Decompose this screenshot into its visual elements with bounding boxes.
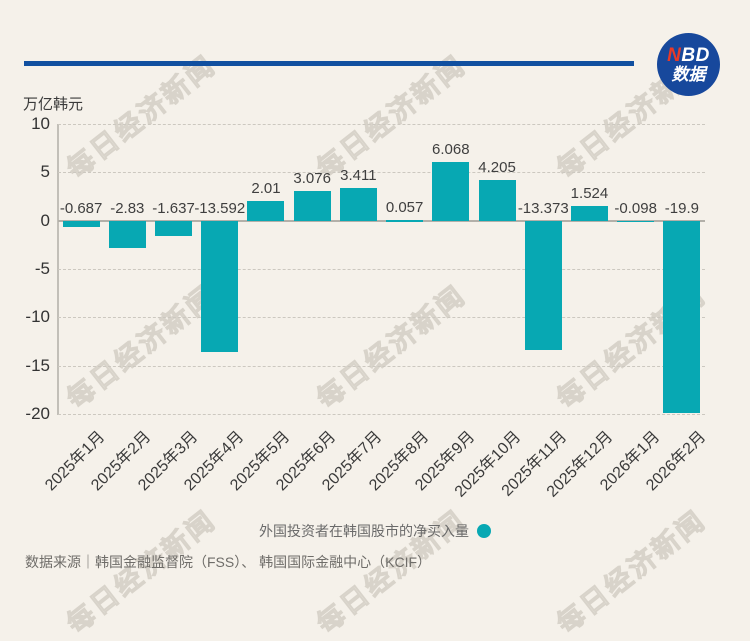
bar (570, 205, 608, 221)
bar (524, 220, 562, 350)
nbd-logo: NBD 数据 (657, 33, 720, 96)
bar-value-label: -1.637 (152, 199, 195, 217)
bar (386, 220, 424, 222)
bar-value-label: 6.068 (432, 141, 470, 158)
bar (201, 220, 239, 353)
bar-value-label: -0.098 (614, 199, 657, 217)
infographic-canvas: 每日经济新闻 每日经济新闻 每日经济新闻 每日经济新闻 每日经济新闻 每日经济新闻 每日经济… (0, 33, 750, 640)
legend-label: 外国投资者在韩国股市的净买入量 (259, 523, 469, 539)
nbd-logo-subtitle: 数据 (671, 64, 706, 84)
gridline (58, 172, 705, 174)
bar-value-label: 1.524 (570, 184, 609, 202)
bar (62, 220, 100, 228)
chart-legend: 外国投资者在韩国股市的净买入量 (0, 521, 750, 541)
bar-value-label: -13.592 (194, 199, 246, 217)
legend-dot-icon (477, 524, 491, 538)
header-rule (24, 61, 634, 66)
y-axis-label: 10 (31, 114, 50, 133)
y-axis-label: -15 (25, 355, 50, 375)
gridline (58, 317, 705, 319)
gridline (58, 124, 705, 125)
bar (108, 220, 146, 248)
bar (663, 220, 701, 414)
bar-value-label: -2.83 (110, 199, 145, 217)
bar-value-label: 4.205 (478, 159, 516, 177)
bar-value-label: 2.01 (251, 180, 281, 198)
bar-value-label: -19.9 (664, 199, 699, 217)
nbd-logo-bd: BD (681, 44, 710, 66)
bar-value-label: 0.057 (385, 199, 424, 217)
y-axis-label: -5 (34, 259, 50, 278)
bar-value-label: -0.687 (59, 199, 103, 217)
nbd-logo-text: NBD (667, 44, 710, 66)
bar (478, 180, 516, 221)
zero-baseline (58, 219, 705, 222)
y-axis-label: 0 (40, 210, 50, 230)
bar (617, 220, 655, 223)
bar-chart-plot-area: -0.687 2025年1月 -2.83 2025年2月 -1.637 2025年3月 -1… (42, 124, 709, 501)
data-source-note: 数据来源｜韩国金融监督院（FSS）、 韩国国际金融中心（KCIF） (25, 554, 432, 570)
nbd-logo-n: N (667, 44, 682, 66)
y-axis-label: -20 (25, 404, 50, 423)
gridline (58, 269, 705, 270)
bar-value-label: 3.411 (340, 166, 377, 184)
gridline (58, 365, 705, 367)
bar-value-label: -13.373 (517, 199, 569, 217)
bar (432, 162, 470, 221)
bar-value-label: 3.076 (293, 169, 331, 187)
y-axis-label: 5 (40, 162, 50, 182)
y-axis-unit-label: 万亿韩元 (23, 96, 84, 113)
bar (155, 220, 193, 237)
bar (247, 201, 285, 221)
y-axis-label: -10 (25, 307, 50, 327)
gridline (58, 414, 705, 415)
bar (293, 190, 331, 221)
bar (339, 187, 377, 221)
